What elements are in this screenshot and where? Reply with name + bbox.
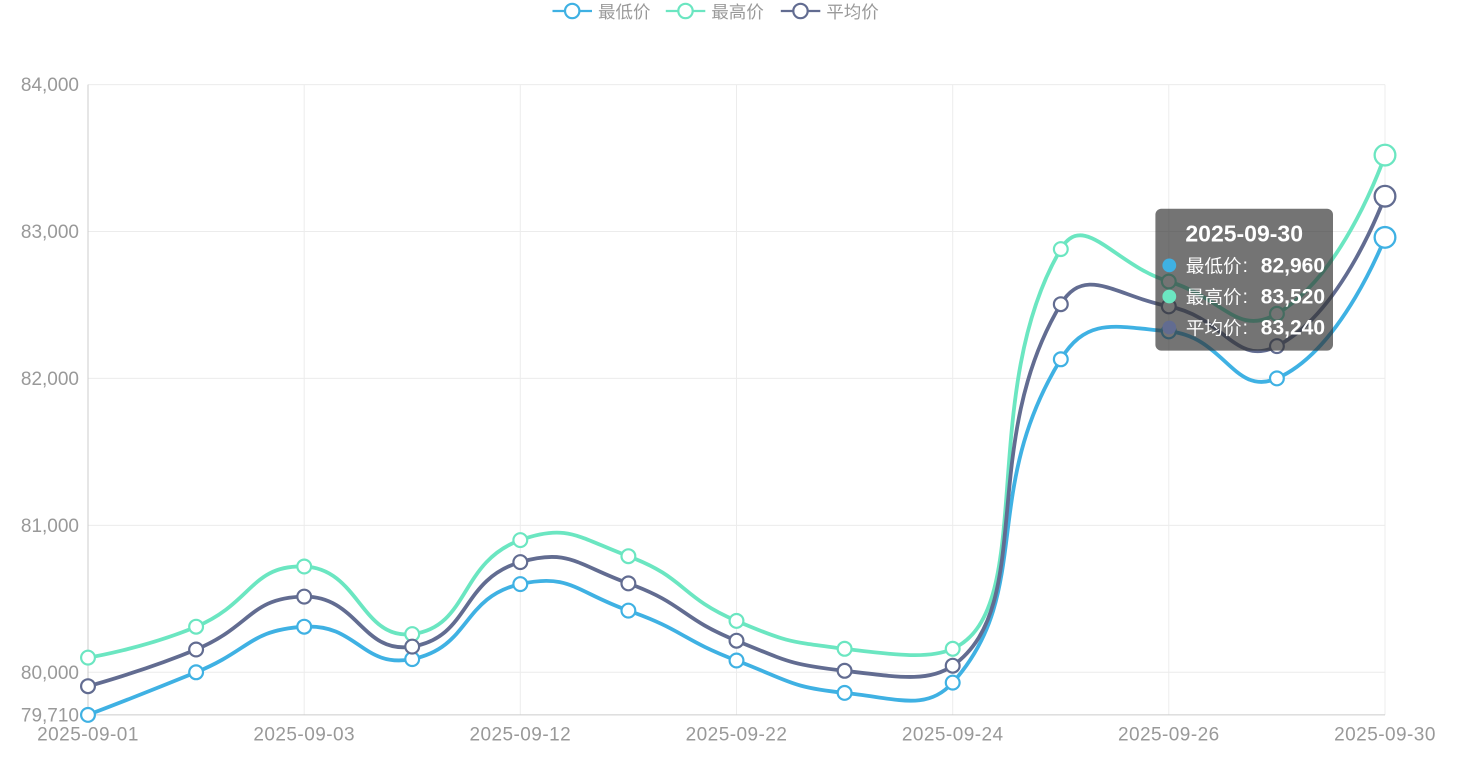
svg-text:2025-09-26: 2025-09-26 <box>1118 724 1220 745</box>
svg-text:82,000: 82,000 <box>21 369 79 390</box>
svg-text:84,000: 84,000 <box>21 75 79 96</box>
svg-text:2025-09-22: 2025-09-22 <box>686 724 788 745</box>
svg-text:2025-09-30: 2025-09-30 <box>1185 221 1303 247</box>
svg-text:79,710: 79,710 <box>21 706 79 727</box>
svg-text::: : <box>1243 318 1248 339</box>
svg-text:82,960: 82,960 <box>1261 255 1325 278</box>
svg-text:2025-09-24: 2025-09-24 <box>902 724 1004 745</box>
svg-text::: : <box>1243 256 1248 277</box>
svg-text:2025-09-03: 2025-09-03 <box>253 724 355 745</box>
svg-text:81,000: 81,000 <box>21 516 79 537</box>
svg-text:83,520: 83,520 <box>1261 286 1325 309</box>
svg-text:83,000: 83,000 <box>21 222 79 243</box>
svg-text:2025-09-30: 2025-09-30 <box>1334 724 1436 745</box>
svg-text:80,000: 80,000 <box>21 663 79 684</box>
svg-text:83,240: 83,240 <box>1261 317 1325 340</box>
svg-text:2025-09-12: 2025-09-12 <box>469 724 571 745</box>
svg-text:2025-09-01: 2025-09-01 <box>37 724 139 745</box>
svg-text::: : <box>1243 287 1248 308</box>
